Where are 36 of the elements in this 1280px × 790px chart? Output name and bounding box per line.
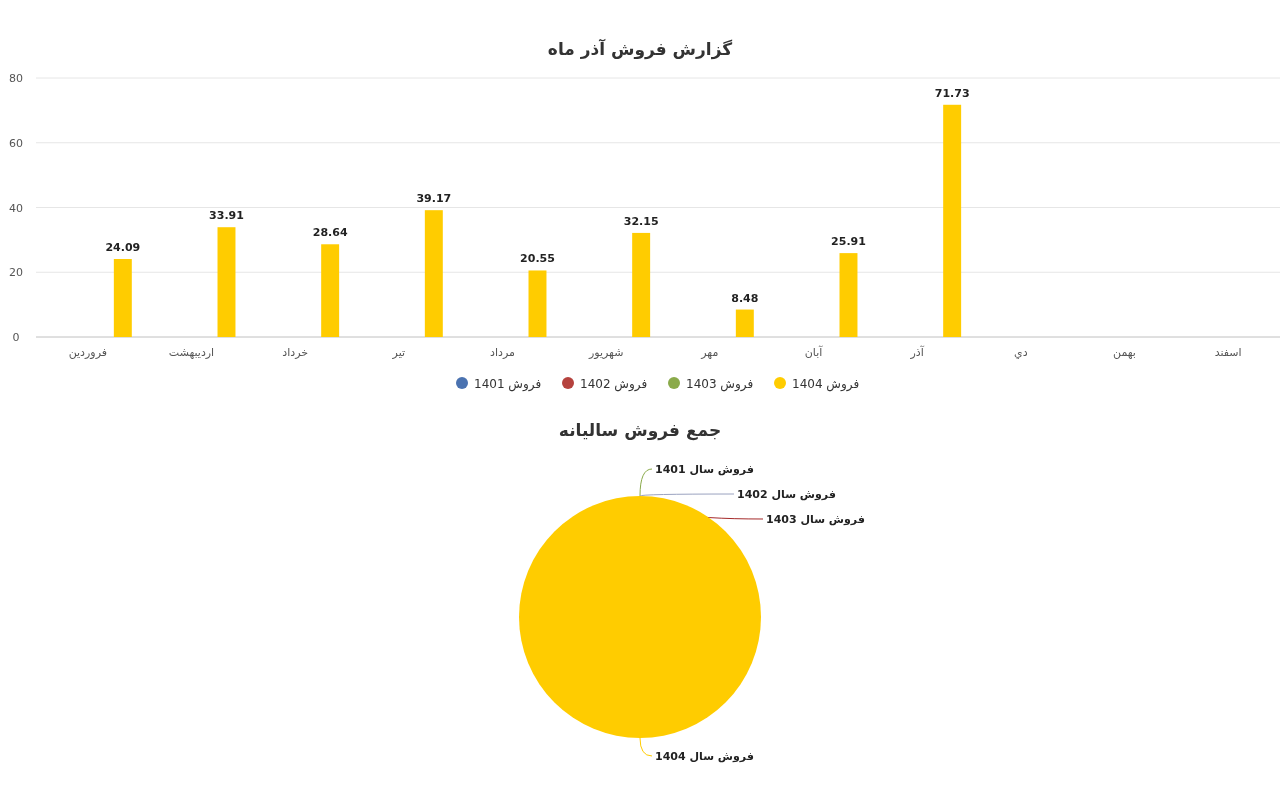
- data-label: 24.09: [105, 241, 141, 255]
- category-label: فروش سال 1403: [766, 513, 865, 526]
- y-tick-label: 60: [9, 136, 23, 150]
- y-tick-label: 0: [12, 331, 20, 344]
- x-tick-label: بهمن: [1113, 346, 1136, 359]
- x-tick-label: شهریور: [587, 346, 624, 359]
- data-label: 33.91: [209, 209, 244, 223]
- data-label: 28.64: [312, 226, 348, 240]
- legend-label: فروش 1404: [792, 377, 860, 392]
- x-tick-label: تیر: [391, 346, 406, 359]
- x-tick-label: دي: [1014, 346, 1028, 359]
- chart-title: گزارش فروش آذر ماه: [547, 38, 733, 60]
- y-tick-label: 20: [9, 266, 23, 280]
- x-tick-label: مرداد: [490, 346, 516, 359]
- data-label: 32.15: [623, 214, 659, 228]
- data-label: 71.73: [934, 86, 970, 100]
- data-label: 25.91: [831, 235, 866, 249]
- legend-label: فروش 1401: [474, 377, 542, 392]
- data-label: 20.55: [520, 252, 555, 266]
- x-tick-label: فروردین: [68, 346, 107, 359]
- x-tick-label: اردیبهشت: [168, 346, 215, 359]
- x-tick-label: آذر: [909, 345, 925, 359]
- category-label: فروش سال 1401: [655, 463, 754, 476]
- data-label: 8.48: [731, 291, 759, 305]
- y-tick-label: 80: [9, 72, 23, 85]
- chart-title: جمع فروش سالیانه: [558, 420, 722, 441]
- data-label: 39.17: [416, 192, 452, 206]
- legend-label: فروش 1402: [580, 377, 648, 392]
- legend-label: فروش 1403: [686, 377, 754, 392]
- x-tick-label: آبان: [804, 345, 824, 359]
- category-label: فروش سال 1402: [737, 488, 836, 501]
- x-tick-label: مهر: [700, 346, 719, 359]
- slice-label: فروش سال 1404: [655, 750, 754, 763]
- x-tick-label: اسفند: [1214, 346, 1242, 359]
- x-tick-label: خرداد: [282, 346, 309, 359]
- y-tick-label: 40: [9, 201, 23, 215]
